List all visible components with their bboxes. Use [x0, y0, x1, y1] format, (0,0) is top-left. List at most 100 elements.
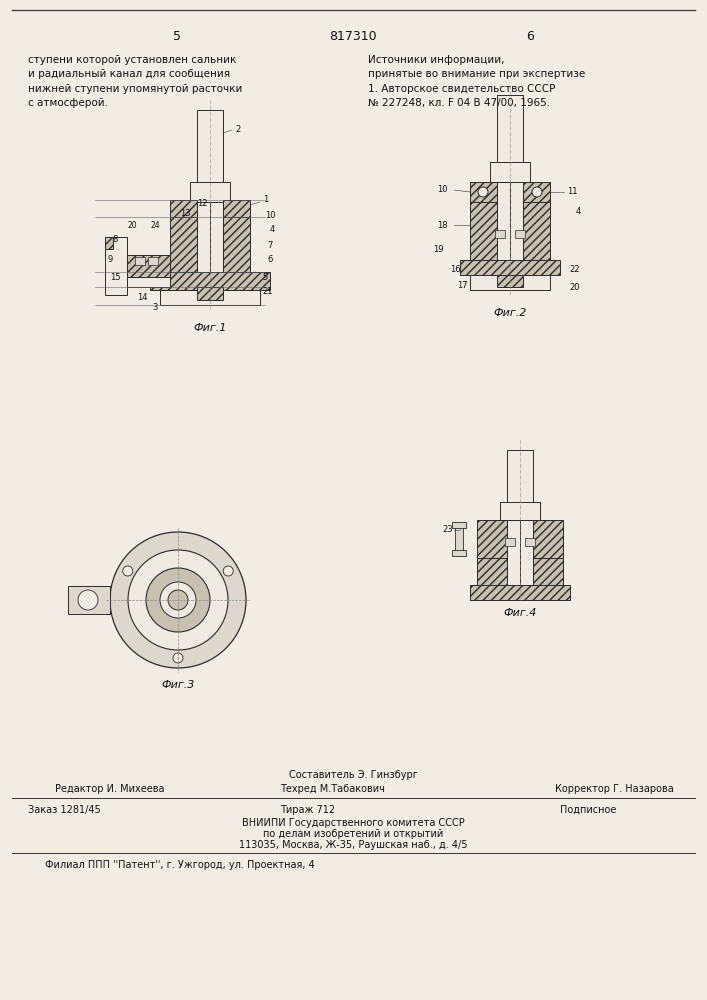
Text: 5: 5: [262, 272, 268, 282]
Text: ВНИИПИ Государственного комитета СССР: ВНИИПИ Государственного комитета СССР: [242, 818, 464, 828]
Text: 14: 14: [136, 292, 147, 302]
Bar: [160, 290, 260, 305]
Circle shape: [532, 187, 542, 197]
Text: 13: 13: [180, 209, 190, 218]
Bar: [507, 450, 533, 505]
Bar: [520, 520, 533, 585]
Bar: [477, 558, 507, 586]
Text: Техред М.Табакович: Техред М.Табакович: [280, 784, 385, 794]
Bar: [197, 287, 223, 300]
Bar: [500, 502, 540, 520]
Bar: [507, 520, 520, 585]
Bar: [470, 585, 570, 600]
Text: Фиг.4: Фиг.4: [503, 608, 537, 618]
Text: 3: 3: [152, 302, 158, 312]
Bar: [470, 275, 550, 290]
Bar: [515, 230, 525, 238]
Text: 21: 21: [263, 288, 273, 296]
Text: 24: 24: [150, 221, 160, 230]
Bar: [148, 257, 158, 265]
Circle shape: [223, 566, 233, 576]
Text: 16: 16: [450, 265, 460, 274]
Bar: [105, 237, 113, 249]
Text: 6: 6: [526, 30, 534, 43]
Circle shape: [478, 187, 488, 197]
Bar: [197, 202, 210, 287]
Text: Заказ 1281/45: Заказ 1281/45: [28, 805, 101, 815]
Text: 11: 11: [567, 188, 577, 196]
Text: 19: 19: [433, 245, 443, 254]
Bar: [533, 520, 563, 558]
Bar: [190, 182, 230, 202]
Text: Тираж 712: Тираж 712: [280, 805, 335, 815]
Bar: [105, 237, 127, 295]
Bar: [455, 525, 463, 553]
Bar: [495, 230, 505, 238]
Text: 4: 4: [269, 226, 274, 234]
Circle shape: [123, 566, 133, 576]
Bar: [170, 200, 197, 217]
Bar: [497, 182, 510, 272]
Bar: [490, 162, 530, 182]
Text: 23: 23: [443, 526, 453, 534]
Bar: [523, 182, 550, 202]
Text: 2: 2: [235, 125, 240, 134]
Text: Фиг.3: Фиг.3: [161, 680, 194, 690]
Bar: [533, 558, 563, 586]
Text: 22: 22: [570, 265, 580, 274]
Bar: [135, 257, 145, 265]
Circle shape: [128, 550, 228, 650]
Text: 18: 18: [437, 221, 448, 230]
Text: 7: 7: [267, 240, 273, 249]
Circle shape: [160, 582, 196, 618]
Bar: [505, 538, 515, 546]
Text: Фиг.1: Фиг.1: [193, 323, 227, 333]
Bar: [127, 277, 170, 287]
Bar: [497, 275, 523, 287]
Bar: [127, 255, 170, 277]
Text: Редактор И. Михеева: Редактор И. Михеева: [55, 784, 165, 794]
Text: Подписное: Подписное: [560, 805, 617, 815]
Text: по делам изобретений и открытий: по делам изобретений и открытий: [263, 829, 443, 839]
Text: 817310: 817310: [329, 30, 377, 43]
Bar: [210, 202, 223, 287]
Text: 20: 20: [570, 284, 580, 292]
Circle shape: [168, 590, 188, 610]
Bar: [525, 538, 535, 546]
Bar: [150, 272, 270, 290]
Text: 5: 5: [173, 30, 181, 43]
Text: 10: 10: [437, 186, 448, 194]
Text: 1: 1: [264, 196, 269, 205]
Bar: [452, 522, 466, 528]
Bar: [510, 182, 523, 272]
Circle shape: [173, 653, 183, 663]
Bar: [223, 217, 250, 272]
Bar: [470, 182, 497, 202]
Text: Корректор Г. Назарова: Корректор Г. Назарова: [555, 784, 674, 794]
Bar: [197, 110, 223, 185]
Bar: [68, 586, 110, 614]
Circle shape: [146, 568, 210, 632]
Text: 6: 6: [267, 255, 273, 264]
Bar: [170, 217, 197, 272]
Bar: [223, 200, 250, 217]
Bar: [452, 550, 466, 556]
Bar: [470, 202, 497, 260]
Text: Филиал ППП ''Патент'', г. Ужгород, ул. Проектная, 4: Филиал ППП ''Патент'', г. Ужгород, ул. П…: [45, 860, 315, 870]
Text: 10: 10: [264, 211, 275, 220]
Text: 15: 15: [110, 272, 120, 282]
Bar: [497, 95, 523, 165]
Bar: [460, 260, 560, 275]
Text: 12: 12: [197, 198, 207, 208]
Circle shape: [110, 532, 246, 668]
Bar: [477, 520, 507, 558]
Text: 4: 4: [575, 208, 580, 217]
Text: Фиг.2: Фиг.2: [493, 308, 527, 318]
Text: 8: 8: [112, 234, 117, 243]
Text: 17: 17: [457, 280, 467, 290]
Bar: [523, 202, 550, 260]
Text: 9: 9: [107, 255, 112, 264]
Text: 20: 20: [127, 221, 137, 230]
Text: Составитель Э. Гинзбург: Составитель Э. Гинзбург: [288, 770, 417, 780]
Circle shape: [78, 590, 98, 610]
